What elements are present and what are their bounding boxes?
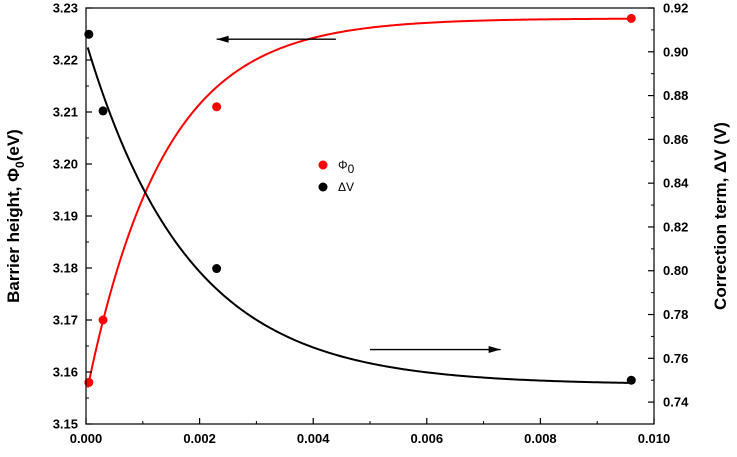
yl-tick-label-4: 3.19 — [53, 209, 78, 224]
yl-tick-label-2: 3.17 — [53, 313, 78, 328]
x-tick-label-3: 0.006 — [411, 431, 444, 446]
yl-tick-label-6: 3.21 — [53, 105, 78, 120]
data-point-0-1 — [98, 315, 108, 325]
x-tick-label-5: 0.010 — [638, 431, 671, 446]
legend-label-1: ΔV — [338, 180, 354, 194]
legend: Φ0 ΔV — [318, 158, 355, 194]
yl-tick-label-5: 3.20 — [53, 157, 78, 172]
yr-tick-label-2: 0.78 — [663, 307, 688, 322]
x-tick-label-0: 0.000 — [70, 431, 103, 446]
yr-tick-label-8: 0.90 — [663, 44, 688, 59]
yr-tick-label-3: 0.80 — [663, 263, 688, 278]
yl-tick-label-1: 3.16 — [53, 365, 78, 380]
yr-tick-label-1: 0.76 — [663, 351, 688, 366]
yr-tick-label-5: 0.84 — [663, 176, 689, 191]
chart-marks — [84, 13, 636, 388]
yr-tick-label-0: 0.74 — [663, 395, 689, 410]
plot-border — [85, 7, 655, 425]
yr-tick-label-4: 0.82 — [663, 219, 688, 234]
yr-tick-label-7: 0.88 — [663, 88, 688, 103]
data-point-1-1 — [98, 106, 108, 116]
yl-tick-label-8: 3.23 — [53, 1, 78, 16]
data-point-1-2 — [212, 264, 222, 274]
data-point-0-3 — [626, 13, 636, 23]
axis-titles: Barrier height, Φ0(eV) Correction term, Δ… — [4, 122, 730, 310]
fit-curve-1 — [86, 47, 635, 384]
yl-tick-label-7: 3.22 — [53, 53, 78, 68]
fit-curve-0 — [86, 17, 635, 388]
ticks: 0.000 0.002 0.004 0.006 0.008 0.010 3.15 3.16 3.… — [53, 1, 689, 447]
y-right-axis-title: Correction term, ΔV (V) — [711, 122, 730, 310]
annotations — [216, 35, 501, 354]
yr-tick-label-9: 0.92 — [663, 1, 688, 16]
plot-frame — [85, 7, 655, 425]
x-tick-label-2: 0.004 — [297, 431, 330, 446]
x-tick-label-1: 0.002 — [183, 431, 216, 446]
legend-marker-0 — [318, 160, 328, 170]
legend-marker-1 — [318, 182, 328, 192]
yl-tick-label-3: 3.18 — [53, 261, 78, 276]
x-tick-label-4: 0.008 — [524, 431, 557, 446]
y-left-axis-title: Barrier height, Φ0(eV) — [4, 129, 27, 303]
legend-label-0: Φ0 — [338, 158, 355, 176]
arrow-head-0 — [216, 35, 229, 43]
yr-tick-label-6: 0.86 — [663, 132, 688, 147]
data-point-0-2 — [212, 102, 222, 112]
arrow-head-1 — [488, 346, 501, 354]
data-point-1-3 — [626, 375, 636, 385]
yl-tick-label-0: 3.15 — [53, 417, 78, 432]
